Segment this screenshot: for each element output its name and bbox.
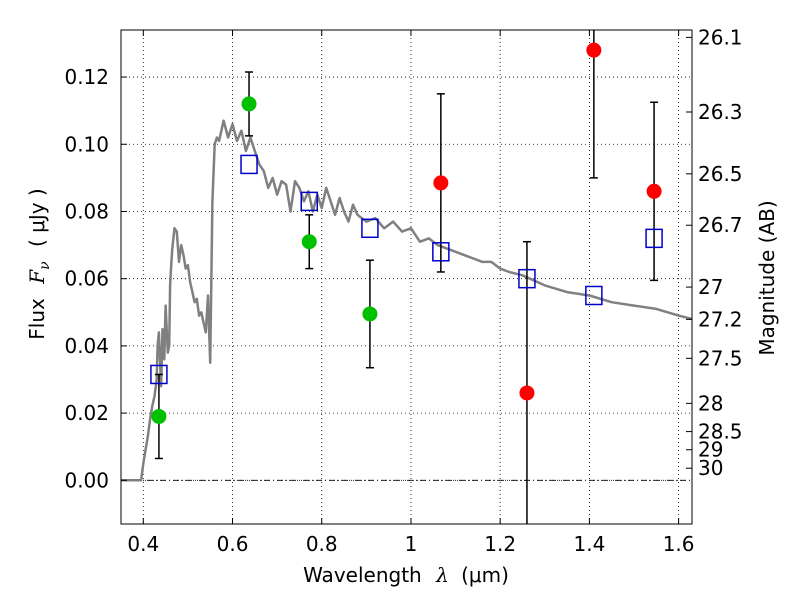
observed-flux-point (151, 408, 167, 424)
observed-flux-point (433, 175, 449, 191)
y-tick-label: 0.06 (64, 267, 109, 291)
model-spectrum (121, 119, 693, 482)
y2-tick-label: 28 (698, 391, 723, 415)
observed-flux-point (241, 96, 257, 112)
observed-flux-point (301, 234, 317, 250)
x-tick-label: 1.2 (484, 532, 516, 556)
x-axis-title: Wavelength λ (μm) (303, 563, 509, 587)
grid (121, 30, 692, 524)
y2-tick-label: 29 (698, 438, 723, 462)
x-axis-symbol: λ (435, 563, 449, 587)
observed-flux-point (586, 42, 602, 58)
plot-frame (120, 29, 693, 525)
y-axis-label: Flux (25, 298, 49, 340)
y-axis-unit: ( μJy ) (25, 188, 49, 247)
x-tick-label: 1 (405, 532, 418, 556)
y-tick-label: 0.08 (64, 199, 109, 223)
y2-tick-label: 30 (698, 456, 723, 480)
ticks: 0.4 0.6 0.8 1 1.2 1.4 1.6 0.00 0.02 0.04 0.06 0.08 0… (64, 25, 742, 556)
y2-tick-label: 27.2 (698, 307, 743, 331)
y2-tick-label: 26.7 (698, 213, 743, 237)
y-tick-label: 0.04 (64, 334, 109, 358)
y-tick-label: 0.02 (64, 401, 109, 425)
y-axis-symbol: F (25, 269, 49, 285)
x-axis-unit: (μm) (461, 563, 509, 587)
spectrum-line (121, 119, 693, 482)
model-flux-square (240, 154, 258, 175)
model-flux-square (518, 268, 536, 289)
y-tick-label: 0.10 (64, 132, 109, 156)
y2-tick-label: 26.5 (698, 162, 743, 186)
x-tick-label: 0.6 (217, 532, 249, 556)
observed-flux-point (646, 183, 662, 199)
observed-flux-point (362, 306, 378, 322)
y-tick-label: 0.00 (64, 468, 109, 492)
y2-tick-label: 26.3 (698, 100, 743, 124)
y-axis-symbol-sub: ν (37, 261, 53, 270)
y2-axis-title: Magnitude (AB) (755, 200, 779, 355)
x-tick-label: 1.4 (573, 532, 605, 556)
model-flux-square (645, 228, 663, 249)
model-flux-square (300, 191, 319, 212)
error-bars (154, 30, 659, 524)
x-tick-label: 0.8 (306, 532, 338, 556)
x-tick-label: 1.6 (663, 532, 695, 556)
x-axis-label: Wavelength (303, 563, 422, 587)
x-tick-label: 0.4 (127, 532, 159, 556)
y2-tick-label: 28.5 (698, 420, 743, 444)
y2-tick-label: 27.5 (698, 346, 743, 370)
y2-tick-label: 26.1 (698, 25, 743, 49)
model-flux-square (585, 285, 603, 306)
model-flux-square (150, 364, 168, 385)
model-flux-square (361, 218, 379, 239)
model-flux-square (432, 242, 450, 262)
y-axis-title: Flux Fν ( μJy ) (25, 188, 54, 339)
observed-flux-point (519, 385, 535, 401)
y-tick-label: 0.12 (64, 65, 109, 89)
markers (150, 42, 663, 424)
y2-tick-label: 27 (698, 275, 723, 299)
